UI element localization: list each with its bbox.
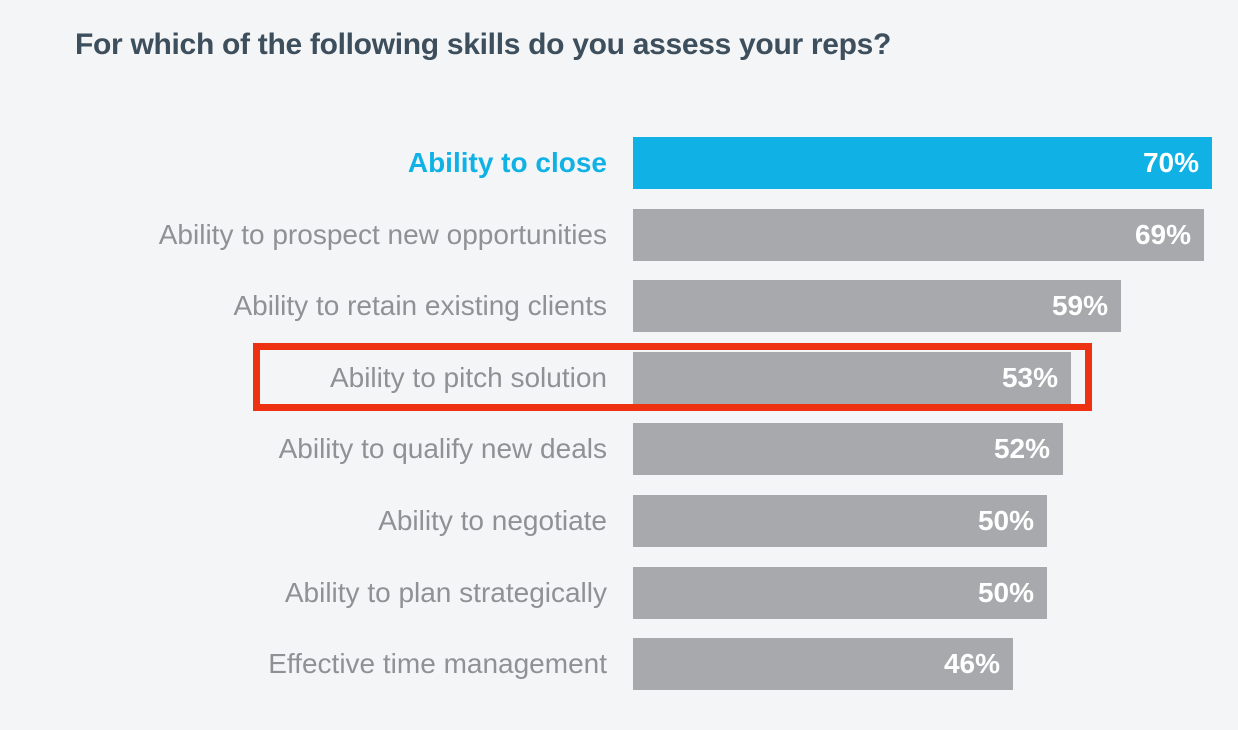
bar: 70% [633, 137, 1212, 189]
value-label: 70% [1142, 147, 1199, 178]
value-label: 59% [1051, 290, 1108, 322]
category-label: Ability to prospect new opportunities [158, 218, 607, 250]
bar: 69% [633, 208, 1204, 261]
bar: 50% [633, 566, 1047, 619]
chart-title: For which of the following skills do you… [75, 28, 892, 61]
chart-row: Ability to retain existing clients 59% [0, 280, 1238, 333]
chart-row: Ability to prospect new opportunities 69% [0, 208, 1238, 261]
bar-chart: Ability to close 70% Ability to prospect n… [0, 137, 1238, 691]
bar: 59% [633, 280, 1121, 333]
value-label: 50% [977, 504, 1034, 536]
category-label: Ability to negotiate [378, 504, 607, 536]
category-label: Ability to plan strategically [284, 576, 607, 608]
value-label: 52% [993, 433, 1050, 465]
category-label: Ability to retain existing clients [233, 290, 607, 322]
chart-row: Ability to qualify new deals 52% [0, 423, 1238, 476]
chart-row: Ability to pitch solution 53% [0, 351, 1238, 404]
value-label: 50% [977, 576, 1034, 608]
category-label: Ability to close [407, 147, 607, 178]
bar: 52% [633, 423, 1063, 476]
category-label: Ability to pitch solution [329, 361, 607, 393]
bar: 50% [633, 494, 1047, 547]
chart-row: Effective time management 46% [0, 638, 1238, 691]
value-label: 69% [1134, 218, 1191, 250]
value-label: 53% [1001, 361, 1058, 393]
chart-row: Ability to plan strategically 50% [0, 566, 1238, 619]
bar: 46% [633, 638, 1013, 691]
chart-row: Ability to negotiate 50% [0, 494, 1238, 547]
category-label: Ability to qualify new deals [278, 433, 607, 465]
bar: 53% [633, 351, 1071, 404]
value-label: 46% [943, 648, 1000, 680]
chart-row: Ability to close 70% [0, 137, 1238, 189]
category-label: Effective time management [268, 648, 607, 680]
